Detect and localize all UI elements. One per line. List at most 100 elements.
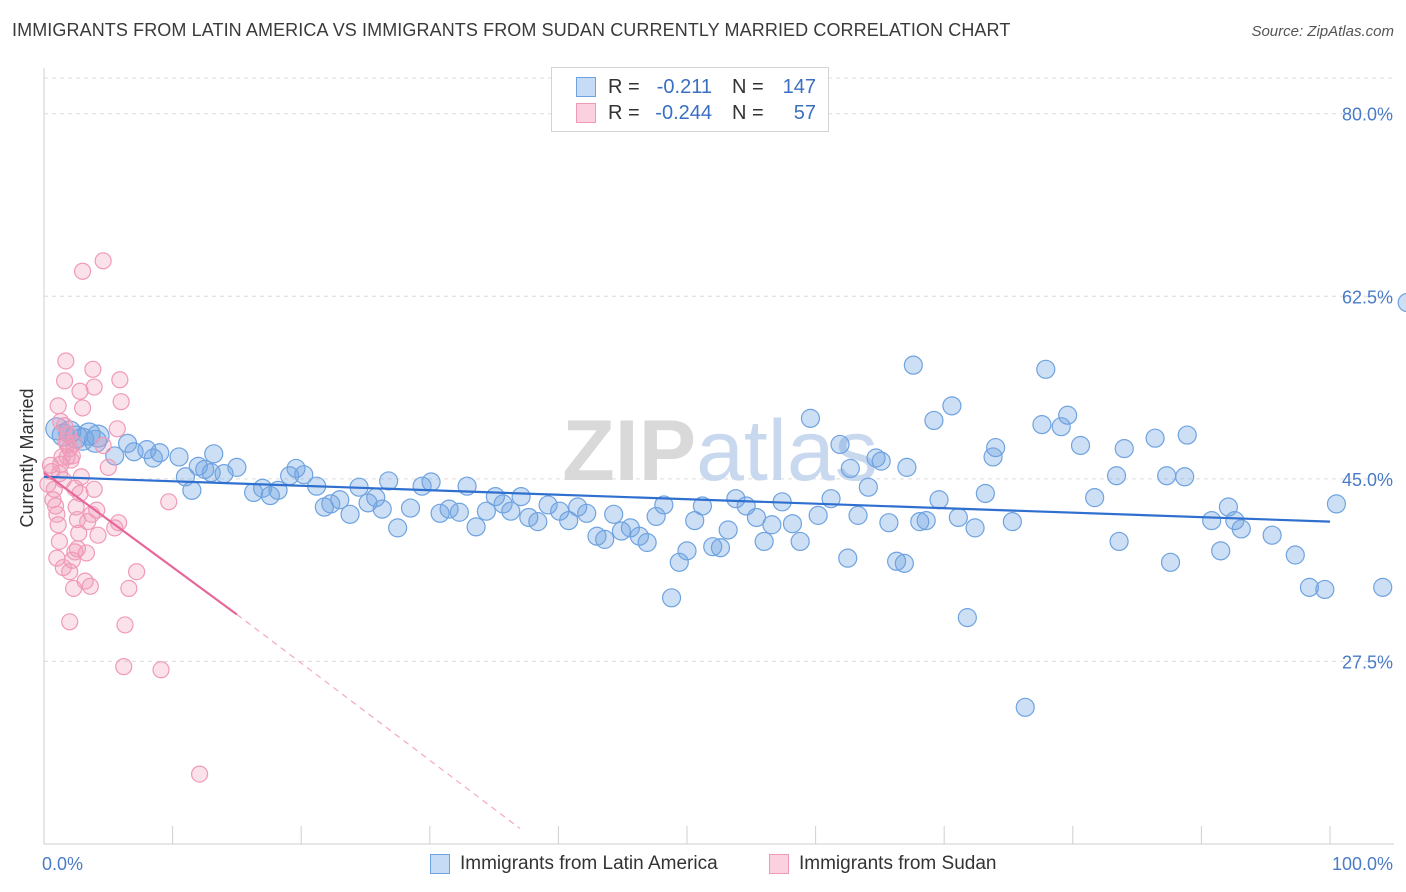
legend-r-label: R = <box>608 101 640 124</box>
data-point-latin-america <box>1202 510 1222 531</box>
data-point-sudan <box>108 420 126 438</box>
data-point-latin-america <box>559 510 579 531</box>
data-point-latin-america <box>1231 519 1251 539</box>
data-point-latin-america <box>703 537 723 557</box>
data-point-sudan <box>76 572 94 590</box>
data-point-sudan <box>112 393 130 411</box>
data-point-sudan <box>85 480 103 498</box>
data-point-latin-america <box>372 499 392 519</box>
data-point-latin-america <box>1114 439 1134 459</box>
data-point-latin-america <box>182 480 202 500</box>
data-point-latin-america <box>1175 467 1195 487</box>
data-point-latin-america <box>595 529 615 549</box>
legend: R = -0.211 N = 147 R = -0.244 N = 57 <box>551 67 829 132</box>
data-point-latin-america <box>379 471 399 491</box>
data-point-latin-america <box>1002 512 1022 532</box>
trend-line-sudan-extension <box>236 614 521 829</box>
data-point-latin-america <box>957 608 977 628</box>
y-tick-label: 45.0% <box>1342 470 1393 490</box>
data-point-latin-america <box>1211 541 1231 561</box>
series-sudan <box>39 252 209 783</box>
data-point-sudan <box>99 458 117 476</box>
legend-swatch-blue <box>576 77 596 97</box>
data-point-latin-america <box>897 457 917 477</box>
data-point-latin-america <box>629 526 650 546</box>
data-point-sudan <box>120 579 138 598</box>
x-tick-label: 0.0% <box>42 854 83 874</box>
data-point-latin-america <box>1036 359 1056 379</box>
data-point-latin-america <box>1015 697 1035 717</box>
data-point-latin-america <box>800 408 821 428</box>
data-point-latin-america <box>830 434 850 455</box>
data-point-latin-america <box>637 532 657 553</box>
data-point-sudan <box>67 498 85 516</box>
legend-row-blue: R = -0.211 N = 147 <box>576 75 816 99</box>
data-point-sudan <box>55 417 74 435</box>
data-point-sudan <box>55 372 74 390</box>
data-point-latin-america <box>330 490 350 510</box>
data-point-sudan <box>115 658 133 676</box>
data-point-sudan <box>85 378 103 396</box>
data-point-latin-america <box>1299 577 1320 597</box>
trend-line-latin-america <box>43 475 1331 523</box>
data-point-latin-america <box>294 465 314 485</box>
data-point-sudan <box>191 765 209 783</box>
data-point-latin-america <box>587 526 607 546</box>
data-point-latin-america <box>1157 466 1177 486</box>
data-point-sudan <box>73 262 92 280</box>
data-point-latin-america <box>929 490 949 510</box>
legend-n-value-pink: 57 <box>793 101 816 124</box>
data-point-latin-america <box>150 443 170 463</box>
data-point-sudan <box>49 397 67 415</box>
data-point-latin-america <box>169 447 189 467</box>
bottom-legend-label-pink: Immigrants from Sudan <box>799 853 997 874</box>
source-note: Source: ZipAtlas.com <box>1251 23 1394 40</box>
data-point-latin-america <box>754 531 774 552</box>
y-axis-label: Currently Married <box>17 388 37 527</box>
data-point-sudan <box>160 493 178 511</box>
legend-r-value-blue: -0.211 <box>656 75 712 98</box>
data-point-latin-america <box>1032 415 1052 435</box>
bottom-legend-blue: Immigrants from Latin America <box>430 852 718 876</box>
data-point-latin-america <box>646 506 666 527</box>
data-point-latin-america <box>388 518 408 538</box>
legend-n-value-blue: 147 <box>782 75 816 98</box>
data-point-latin-america <box>501 501 521 521</box>
data-point-latin-america <box>718 520 738 540</box>
data-point-latin-america <box>916 510 936 531</box>
data-point-latin-america <box>726 489 746 509</box>
data-point-latin-america <box>1177 425 1197 445</box>
data-point-sudan <box>72 468 90 486</box>
data-point-latin-america <box>227 457 247 477</box>
bottom-legend-label-blue: Immigrants from Latin America <box>460 853 718 874</box>
data-point-sudan <box>61 613 79 631</box>
data-point-latin-america <box>1051 417 1071 437</box>
data-point-latin-america <box>975 483 995 504</box>
trend-lines <box>43 471 1331 829</box>
data-point-sudan <box>57 432 75 450</box>
chart-title: IMMIGRANTS FROM LATIN AMERICA VS IMMIGRA… <box>12 20 1011 40</box>
trend-line-sudan <box>43 471 238 616</box>
data-point-latin-america <box>986 437 1006 458</box>
data-point-latin-america <box>790 531 810 552</box>
data-point-latin-america <box>910 512 930 532</box>
data-point-sudan <box>73 399 92 417</box>
data-point-latin-america <box>782 514 803 534</box>
data-point-latin-america <box>538 495 558 515</box>
data-point-latin-america <box>838 548 858 568</box>
data-point-latin-america <box>887 551 907 571</box>
data-point-latin-america <box>1058 405 1078 425</box>
data-point-latin-america <box>848 505 868 525</box>
data-point-latin-america <box>577 503 597 523</box>
y-tick-label: 62.5% <box>1342 287 1393 307</box>
data-point-latin-america <box>1106 466 1127 486</box>
data-point-latin-america <box>692 496 713 516</box>
legend-row-pink: R = -0.244 N = 57 <box>576 101 816 125</box>
data-point-latin-america <box>86 424 110 448</box>
y-tick-label: 27.5% <box>1342 652 1393 672</box>
data-point-latin-america <box>528 512 548 532</box>
data-point-latin-america <box>654 495 674 515</box>
data-point-latin-america <box>1315 579 1335 600</box>
bottom-legend-swatch-blue <box>430 854 450 874</box>
data-point-latin-america <box>677 541 697 561</box>
